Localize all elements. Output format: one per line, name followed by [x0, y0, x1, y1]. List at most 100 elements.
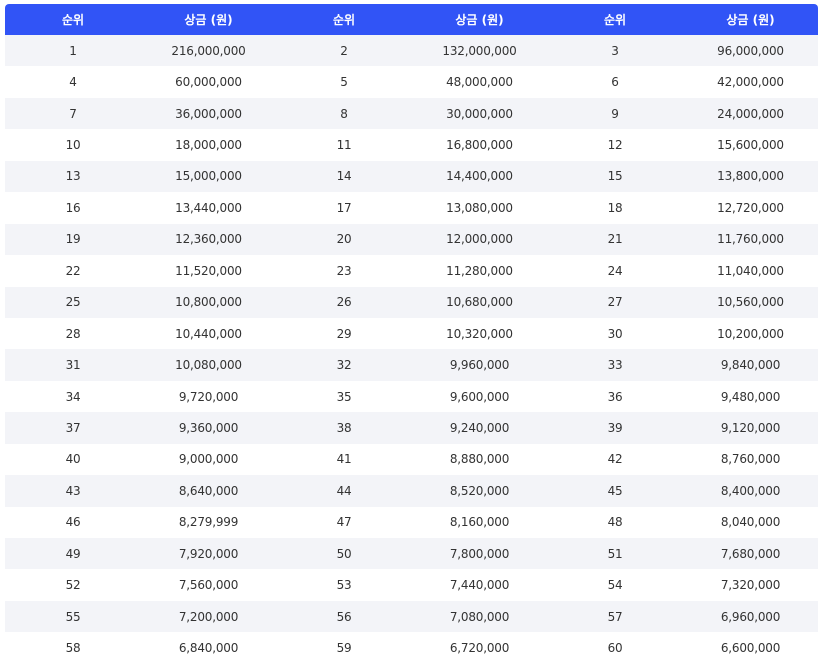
table-row: 37 9,360,000 38 9,240,000 39 9,120,000	[5, 412, 818, 444]
prize-cell: 7,440,000	[449, 578, 510, 593]
table-row: 46 8,279,999 47 8,160,000 48 8,040,000	[5, 506, 818, 538]
table-row: 40 9,000,000 41 8,880,000 42 8,760,000	[5, 443, 818, 476]
rank-cell: 58	[65, 641, 81, 656]
rank-cell: 29	[336, 326, 352, 341]
table-row: 7 36,000,000 8 30,000,000 9 24,000,000	[5, 97, 818, 130]
rank-cell: 35	[336, 389, 352, 404]
rank-cell: 24	[607, 263, 623, 278]
rank-cell: 13	[65, 169, 81, 184]
prize-cell: 132,000,000	[442, 43, 517, 58]
rank-cell: 6	[611, 75, 619, 90]
header-prize-col-3: 상금 (원)	[726, 13, 775, 27]
prize-cell: 48,000,000	[446, 75, 513, 90]
prize-cell: 10,080,000	[175, 358, 242, 373]
prize-cell: 9,000,000	[178, 452, 239, 467]
prize-cell: 36,000,000	[175, 106, 242, 121]
prize-cell: 15,600,000	[717, 138, 784, 153]
rank-cell: 9	[611, 106, 619, 121]
rank-cell: 18	[607, 200, 623, 215]
rank-cell: 21	[607, 232, 623, 247]
prize-cell: 10,440,000	[175, 326, 242, 341]
prize-cell: 10,320,000	[446, 326, 513, 341]
rank-cell: 34	[65, 389, 81, 404]
prize-cell: 10,800,000	[175, 295, 242, 310]
rank-cell: 16	[65, 200, 81, 215]
prize-cell: 13,800,000	[717, 169, 784, 184]
table-row: 49 7,920,000 50 7,800,000 51 7,680,000	[5, 538, 818, 570]
prize-cell: 14,400,000	[446, 169, 513, 184]
rank-cell: 1	[69, 43, 77, 58]
header-row: 순위 상금 (원) 순위 상금 (원) 순위 상금 (원)	[5, 4, 818, 35]
rank-cell: 15	[607, 169, 623, 184]
prize-cell: 96,000,000	[717, 43, 784, 58]
prize-cell: 13,440,000	[175, 200, 242, 215]
prize-cell: 12,000,000	[446, 232, 513, 247]
prize-cell: 8,760,000	[720, 452, 781, 467]
rank-cell: 3	[611, 43, 619, 58]
rank-cell: 20	[336, 232, 352, 247]
prize-cell: 24,000,000	[717, 106, 784, 121]
prize-cell: 11,520,000	[175, 263, 242, 278]
rank-cell: 41	[336, 452, 352, 467]
prize-cell: 7,320,000	[720, 578, 781, 593]
rank-cell: 19	[65, 232, 81, 247]
table-row: 43 8,640,000 44 8,520,000 45 8,400,000	[5, 475, 818, 507]
table-row: 55 7,200,000 56 7,080,000 57 6,960,000	[5, 600, 818, 633]
prize-cell: 15,000,000	[175, 169, 242, 184]
prize-cell: 9,720,000	[178, 389, 239, 404]
prize-cell: 18,000,000	[175, 138, 242, 153]
rank-cell: 7	[69, 106, 77, 121]
prize-cell: 9,600,000	[449, 389, 510, 404]
header-rank-col-3: 순위	[603, 13, 627, 27]
prize-cell: 7,800,000	[449, 546, 510, 561]
table-row: 13 15,000,000 14 14,400,000 15 13,800,000	[5, 160, 818, 193]
prize-cell: 6,840,000	[178, 641, 239, 656]
rank-cell: 33	[607, 358, 623, 373]
prize-cell: 9,960,000	[449, 358, 510, 373]
rank-cell: 51	[607, 546, 623, 561]
rank-cell: 37	[65, 420, 81, 435]
table-row: 1 216,000,000 2 132,000,000 3 96,000,000	[5, 35, 818, 67]
rank-cell: 39	[607, 420, 623, 435]
prize-cell: 9,480,000	[720, 389, 781, 404]
table-row: 28 10,440,000 29 10,320,000 30 10,200,000	[5, 317, 818, 350]
table-row: 4 60,000,000 5 48,000,000 6 42,000,000	[5, 66, 818, 98]
rank-cell: 56	[336, 609, 352, 624]
prize-cell: 7,080,000	[449, 609, 510, 624]
rank-cell: 30	[607, 326, 623, 341]
rank-cell: 52	[65, 578, 81, 593]
rank-cell: 38	[336, 420, 352, 435]
rank-cell: 10	[65, 138, 81, 153]
rank-cell: 14	[336, 169, 352, 184]
table-row: 25 10,800,000 26 10,680,000 27 10,560,000	[5, 286, 818, 318]
prize-cell: 8,279,999	[178, 515, 239, 530]
prize-cell: 16,800,000	[446, 138, 513, 153]
rank-cell: 42	[607, 452, 623, 467]
rank-cell: 23	[336, 263, 352, 278]
prize-cell: 11,040,000	[717, 263, 784, 278]
rank-cell: 8	[340, 106, 348, 121]
prize-table-container: 순위 상금 (원) 순위 상금 (원) 순위 상금 (원) 1 216,000,0…	[5, 4, 818, 664]
rank-cell: 5	[340, 75, 348, 90]
rank-cell: 11	[336, 138, 352, 153]
rank-cell: 36	[607, 389, 623, 404]
prize-cell: 8,880,000	[449, 452, 510, 467]
prize-cell: 6,960,000	[720, 609, 781, 624]
rank-cell: 4	[69, 75, 77, 90]
prize-cell: 10,680,000	[446, 295, 513, 310]
table-row: 10 18,000,000 11 16,800,000 12 15,600,000	[5, 129, 818, 161]
table-row: 16 13,440,000 17 13,080,000 18 12,720,000	[5, 192, 818, 224]
rank-cell: 54	[607, 578, 623, 593]
rank-cell: 40	[65, 452, 81, 467]
prize-cell: 9,120,000	[720, 420, 781, 435]
rank-cell: 50	[336, 546, 352, 561]
header-rank-col-2: 순위	[332, 13, 356, 27]
table-row: 19 12,360,000 20 12,000,000 21 11,760,000	[5, 223, 818, 256]
header-rank-col-1: 순위	[61, 13, 85, 27]
prize-cell: 7,200,000	[178, 609, 239, 624]
rank-cell: 22	[65, 263, 81, 278]
rank-cell: 53	[336, 578, 352, 593]
prize-cell: 7,920,000	[178, 546, 239, 561]
rank-cell: 12	[607, 138, 623, 153]
table-row: 58 6,840,000 59 6,720,000 60 6,600,000	[5, 632, 818, 664]
